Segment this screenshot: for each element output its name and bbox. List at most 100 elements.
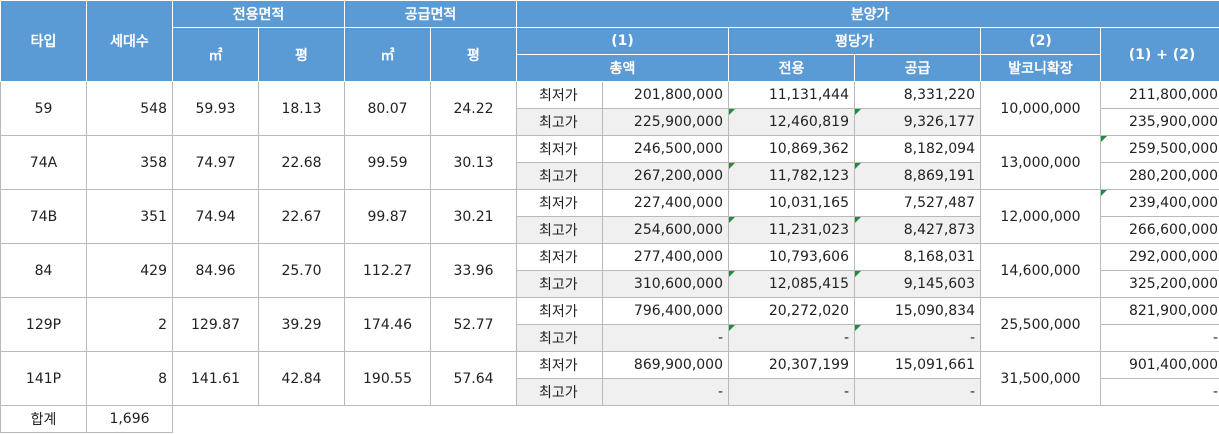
per-ex-cell: 11,231,023 (728, 216, 855, 244)
total-cell: 277,400,000 (602, 243, 729, 271)
per-ex-cell: - (728, 324, 855, 352)
header-per-pyeong: 평당가 (728, 27, 981, 55)
total-cell: 227,400,000 (602, 189, 729, 217)
balcony-cell: 25,500,000 (980, 297, 1101, 352)
per-sp-cell: 15,090,834 (854, 297, 981, 325)
per-ex-cell: 10,793,606 (728, 243, 855, 271)
total-row: 합계 1,696 (0, 405, 1219, 433)
per-ex-cell: 10,869,362 (728, 135, 855, 163)
header-supply-area: 공급면적 (344, 0, 517, 28)
per-ex-cell: 11,131,444 (728, 81, 855, 109)
header-ex-sqm: ㎡ (172, 27, 259, 82)
ex-sqm-cell: 74.97 (172, 135, 259, 190)
sp-py-cell: 30.21 (430, 189, 517, 244)
sum-cell: 266,600,000 (1099, 216, 1219, 244)
price-label-min: 최저가 (516, 297, 603, 325)
header-per-supply: 공급 (854, 54, 981, 82)
table-row: 최고가 254,600,000 11,231,023 8,427,873 266… (1, 216, 1219, 244)
ex-py-cell: 25.70 (258, 243, 345, 298)
table-row: 최고가 - - - - (1, 324, 1219, 352)
total-households: 1,696 (86, 405, 173, 433)
per-sp-cell: - (854, 378, 981, 406)
ex-py-cell: 42.84 (258, 351, 345, 406)
header-total: 총액 (516, 54, 729, 82)
per-ex-cell: 20,272,020 (728, 297, 855, 325)
sum-cell: 280,200,000 (1099, 162, 1219, 190)
price-label-max: 최고가 (516, 324, 603, 352)
table-row: 59 548 59.93 18.13 80.07 24.22 최저가 201,8… (0, 81, 1219, 136)
table-row: 최고가 - - - - (1, 378, 1219, 406)
type-cell: 74B (0, 189, 87, 244)
total-cell: - (602, 324, 729, 352)
per-sp-cell: 8,869,191 (854, 162, 981, 190)
per-sp-cell: 8,331,220 (854, 81, 981, 109)
sp-py-cell: 24.22 (430, 81, 517, 136)
sp-sqm-cell: 174.46 (344, 297, 431, 352)
ex-sqm-cell: 129.87 (172, 297, 259, 352)
total-row-empty (172, 405, 1219, 433)
table-header: 타입 세대수 전용면적 공급면적 분양가 ㎡ 평 ㎡ 평 (1) 평당가 (2)… (0, 0, 1219, 82)
per-ex-cell: 11,782,123 (728, 162, 855, 190)
price-label-min: 최저가 (516, 243, 603, 271)
price-label-max: 최고가 (516, 216, 603, 244)
table-row: 74A 358 74.97 22.68 99.59 30.13 최저가 246,… (0, 135, 1219, 190)
header-exclusive-area: 전용면적 (172, 0, 345, 28)
sum-cell: 901,400,000 (1099, 351, 1219, 379)
ex-sqm-cell: 59.93 (172, 81, 259, 136)
price-label-max: 최고가 (516, 378, 603, 406)
sum-cell: - (1099, 324, 1219, 352)
ex-sqm-cell: 74.94 (172, 189, 259, 244)
header-sp-sqm: ㎡ (344, 27, 431, 82)
ex-py-cell: 22.67 (258, 189, 345, 244)
type-cell: 141P (0, 351, 87, 406)
sum-cell: - (1099, 378, 1219, 406)
table-row: 141P 8 141.61 42.84 190.55 57.64 최저가 869… (0, 351, 1219, 406)
header-col1: (1) (516, 27, 729, 55)
header-sp-pyeong: 평 (430, 27, 517, 82)
ex-sqm-cell: 84.96 (172, 243, 259, 298)
households-cell: 548 (86, 81, 173, 136)
per-sp-cell: - (854, 324, 981, 352)
price-label-min: 최저가 (516, 351, 603, 379)
sum-cell: 292,000,000 (1099, 243, 1219, 271)
header-sale-price: 분양가 (515, 0, 1219, 28)
sp-sqm-cell: 112.27 (344, 243, 431, 298)
header-per-excl: 전용 (728, 54, 855, 82)
type-cell: 129P (0, 297, 87, 352)
per-sp-cell: 8,427,873 (854, 216, 981, 244)
sum-cell: 821,900,000 (1099, 297, 1219, 325)
sum-cell: 211,800,000 (1099, 81, 1219, 109)
price-label-min: 최저가 (516, 81, 603, 109)
table-body: 59 548 59.93 18.13 80.07 24.22 최저가 201,8… (0, 81, 1219, 433)
total-cell: 310,600,000 (602, 270, 729, 298)
header-ex-pyeong: 평 (258, 27, 345, 82)
households-cell: 358 (86, 135, 173, 190)
header-sum: (1) + (2) (1099, 27, 1219, 82)
total-cell: 201,800,000 (602, 81, 729, 109)
sum-cell: 235,900,000 (1099, 108, 1219, 136)
per-ex-cell: 12,085,415 (728, 270, 855, 298)
total-label: 합계 (0, 405, 87, 433)
type-cell: 74A (0, 135, 87, 190)
total-cell: 869,900,000 (602, 351, 729, 379)
per-sp-cell: 15,091,661 (854, 351, 981, 379)
total-cell: 796,400,000 (602, 297, 729, 325)
table-row: 최고가 225,900,000 12,460,819 9,326,177 235… (1, 108, 1219, 136)
ex-py-cell: 22.68 (258, 135, 345, 190)
total-cell: 254,600,000 (602, 216, 729, 244)
header-col2: (2) (980, 27, 1101, 55)
balcony-cell: 14,600,000 (980, 243, 1101, 298)
total-cell: 225,900,000 (602, 108, 729, 136)
table-row: 최고가 267,200,000 11,782,123 8,869,191 280… (1, 162, 1219, 190)
header-type: 타입 (0, 0, 87, 82)
ex-sqm-cell: 141.61 (172, 351, 259, 406)
balcony-cell: 31,500,000 (980, 351, 1101, 406)
per-ex-cell: 12,460,819 (728, 108, 855, 136)
per-sp-cell: 7,527,487 (854, 189, 981, 217)
total-cell: - (602, 378, 729, 406)
type-cell: 59 (0, 81, 87, 136)
per-ex-cell: 10,031,165 (728, 189, 855, 217)
total-cell: 246,500,000 (602, 135, 729, 163)
table-row: 129P 2 129.87 39.29 174.46 52.77 최저가 796… (0, 297, 1219, 352)
per-sp-cell: 9,145,603 (854, 270, 981, 298)
